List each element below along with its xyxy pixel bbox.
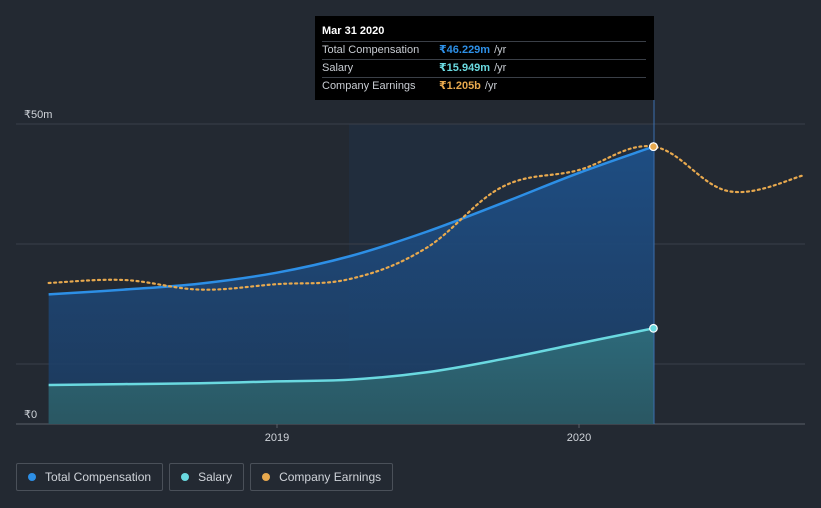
x-tick-label: 2020: [567, 432, 591, 444]
y-tick-label: ₹0: [24, 409, 37, 421]
tooltip-row-total-compensation: Total Compensation ₹46.229m /yr: [322, 41, 646, 59]
series-lines: [47, 145, 806, 387]
area-salary: [48, 328, 654, 424]
tooltip-label: Total Compensation: [322, 44, 420, 56]
legend: Total Compensation Salary Company Earnin…: [16, 463, 394, 491]
legend-item-company-earnings[interactable]: Company Earnings: [250, 463, 394, 491]
legend-dot-icon: [262, 473, 271, 481]
tooltip-value: ₹15.949m: [439, 62, 491, 74]
tooltip-label: Company Earnings: [322, 80, 416, 92]
tooltip: Mar 31 2020 Total Compensation ₹46.229m …: [315, 16, 654, 100]
x-tick-label: 2019: [265, 432, 289, 444]
y-tick-label: ₹50m: [24, 109, 52, 121]
tooltip-row-company-earnings: Company Earnings ₹1.205b /yr: [322, 77, 646, 95]
area-total-compensation: [48, 146, 654, 424]
marker-salary: [649, 323, 658, 333]
line-company-earnings: [47, 145, 806, 291]
legend-dot-icon: [181, 473, 190, 481]
tooltip-value: ₹1.205b: [439, 80, 481, 92]
line-total-compensation: [48, 145, 654, 296]
legend-dot-icon: [28, 473, 36, 481]
tooltip-unit: /yr: [494, 44, 507, 56]
tooltip-title: Mar 31 2020: [322, 25, 385, 37]
legend-label: Salary: [198, 470, 233, 484]
tooltip-label: Salary: [322, 62, 354, 74]
legend-item-salary[interactable]: Salary: [169, 463, 245, 491]
series-areas: [48, 146, 654, 424]
legend-item-total-compensation[interactable]: Total Compensation: [16, 463, 164, 491]
legend-label: Company Earnings: [279, 470, 382, 484]
y-axis: ₹0 ₹50m: [24, 109, 52, 421]
legend-label: Total Compensation: [45, 470, 152, 484]
tooltip-unit: /yr: [484, 80, 498, 92]
marker-company-earnings: [649, 142, 658, 152]
series-markers: [649, 142, 658, 333]
x-axis: 2019 2020: [265, 424, 591, 444]
tooltip-unit: /yr: [494, 62, 507, 74]
tooltip-row-salary: Salary ₹15.949m /yr: [322, 59, 646, 77]
line-salary: [48, 327, 654, 387]
tooltip-value: ₹46.229m: [439, 44, 491, 56]
